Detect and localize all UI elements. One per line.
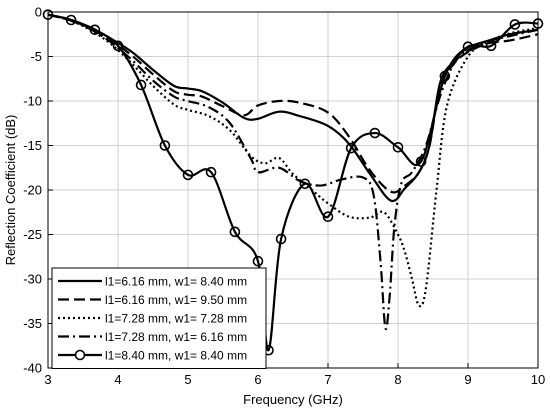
- data-point-marker: [135, 79, 147, 91]
- data-point-marker: [369, 127, 381, 139]
- legend-entry: l1=6.16 mm, w1= 8.40 mm: [58, 274, 247, 288]
- legend-label: l1=7.28 mm, w1= 6.16 mm: [105, 330, 247, 344]
- y-tick-label: -20: [23, 183, 42, 198]
- data-point-marker: [182, 169, 194, 181]
- series-line: [47, 13, 539, 194]
- legend-box: [51, 267, 267, 369]
- data-point-marker: [205, 166, 217, 178]
- x-tick-label: 4: [114, 372, 121, 387]
- y-tick-label: -25: [23, 227, 42, 242]
- data-point-marker: [345, 142, 357, 154]
- y-tick-label: -5: [30, 49, 42, 64]
- x-tick-label: 5: [184, 372, 191, 387]
- legend-entry: l1=8.40 mm, w1= 8.40 mm: [58, 348, 247, 362]
- data-point-marker: [439, 70, 451, 82]
- data-point-marker: [65, 14, 77, 26]
- data-point-marker: [252, 255, 264, 267]
- legend-label: l1=8.40 mm, w1= 8.40 mm: [105, 348, 247, 362]
- data-point-marker: [229, 226, 241, 238]
- x-tick-label: 7: [324, 372, 331, 387]
- y-axis-label: Reflection Coefficient (dB): [3, 115, 18, 266]
- data-point-marker: [299, 178, 311, 190]
- y-tick-label: -30: [23, 272, 42, 287]
- legend-marker: [74, 349, 86, 361]
- legend: l1=6.16 mm, w1= 8.40 mm l1=6.16 mm, w1= 9…: [51, 267, 267, 369]
- legend-label: l1=6.16 mm, w1= 9.50 mm: [105, 293, 247, 307]
- y-tick-label: -10: [23, 94, 42, 109]
- y-tick-label: -15: [23, 138, 42, 153]
- series-5: [42, 9, 544, 356]
- legend-entry: l1=6.16 mm, w1= 9.50 mm: [58, 293, 247, 307]
- x-tick-label: 3: [44, 372, 51, 387]
- data-point-marker: [462, 41, 474, 53]
- data-point-marker: [159, 140, 171, 151]
- axis-ticks: 3 4 5 6 7 8 9 10 0 -5 -10 -15 -20 -25 -30 -35 -40: [23, 5, 545, 388]
- legend-label: l1=6.16 mm, w1= 8.40 mm: [105, 274, 247, 288]
- x-tick-label: 6: [254, 372, 261, 387]
- series-layer: [42, 9, 544, 356]
- x-tick-label: 10: [531, 372, 545, 387]
- legend-entry: l1=7.28 mm, w1= 6.16 mm: [58, 330, 247, 344]
- data-point-marker: [322, 211, 334, 222]
- y-tick-label: -35: [23, 316, 42, 331]
- y-tick-label: 0: [35, 5, 42, 20]
- data-point-marker: [89, 24, 101, 36]
- data-point-marker: [485, 40, 497, 52]
- y-tick-label: -40: [23, 361, 42, 376]
- data-point-marker: [509, 19, 521, 30]
- legend-label: l1=7.28 mm, w1= 7.28 mm: [105, 311, 247, 325]
- data-point-marker: [275, 233, 287, 245]
- x-axis-label: Frequency (GHz): [243, 392, 343, 407]
- legend-entry: l1=7.28 mm, w1= 7.28 mm: [58, 311, 247, 325]
- x-tick-label: 9: [464, 372, 471, 387]
- data-point-marker: [112, 40, 124, 52]
- x-tick-label: 8: [394, 372, 401, 387]
- data-point-marker: [415, 156, 427, 167]
- series-2: [47, 13, 539, 194]
- data-point-marker: [392, 141, 404, 153]
